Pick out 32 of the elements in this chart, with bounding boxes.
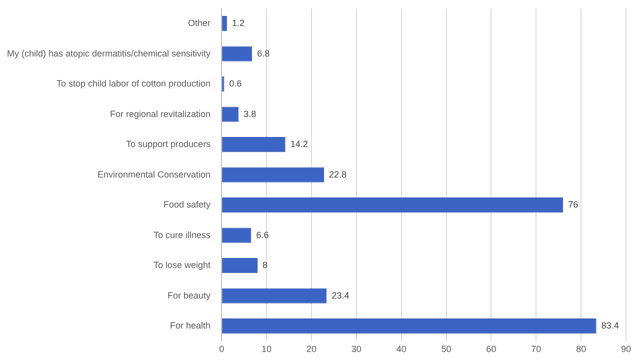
data-label: 1.2 bbox=[232, 18, 244, 28]
data-label: 14.2 bbox=[290, 139, 308, 150]
y-tick-label: For health bbox=[170, 320, 211, 331]
y-tick-label: Food safety bbox=[164, 200, 212, 210]
x-tick-label: 10 bbox=[261, 344, 272, 354]
y-tick-label: Other bbox=[188, 18, 211, 28]
x-tick-label: 30 bbox=[351, 344, 362, 354]
x-tick-label: 40 bbox=[396, 344, 406, 354]
y-tick-label: To support producers bbox=[126, 139, 212, 150]
y-tick-label: For regional revitalization bbox=[110, 108, 211, 119]
x-tick-label: 80 bbox=[576, 344, 586, 354]
data-label: 83.4 bbox=[601, 320, 619, 331]
data-label: 6.6 bbox=[256, 230, 269, 240]
y-tick-label: To stop child labor of cotton production bbox=[56, 78, 211, 89]
data-label: 8 bbox=[262, 260, 268, 270]
data-label: 6.8 bbox=[257, 48, 270, 58]
x-tick-label: 0 bbox=[219, 344, 224, 354]
y-tick-label: My (child) has atopic dermatitis/chemical sensitivity bbox=[6, 48, 212, 58]
data-label: 76 bbox=[568, 200, 578, 210]
data-label: 23.4 bbox=[332, 290, 350, 300]
data-label: 22.8 bbox=[329, 169, 347, 180]
y-tick-label: To lose weight bbox=[154, 260, 212, 270]
y-tick-label: For beauty bbox=[168, 290, 212, 300]
x-tick-label: 20 bbox=[306, 344, 316, 354]
x-tick-label: 50 bbox=[441, 344, 452, 354]
y-tick-label: To cure illness bbox=[154, 230, 212, 240]
y-tick-label: Environmental Conservation bbox=[98, 169, 211, 180]
x-tick-label: 60 bbox=[486, 344, 496, 354]
data-label: 0.6 bbox=[229, 78, 242, 89]
x-tick-label: 70 bbox=[531, 344, 542, 354]
x-tick-label: 90 bbox=[620, 344, 632, 354]
data-label: 3.8 bbox=[244, 108, 256, 119]
